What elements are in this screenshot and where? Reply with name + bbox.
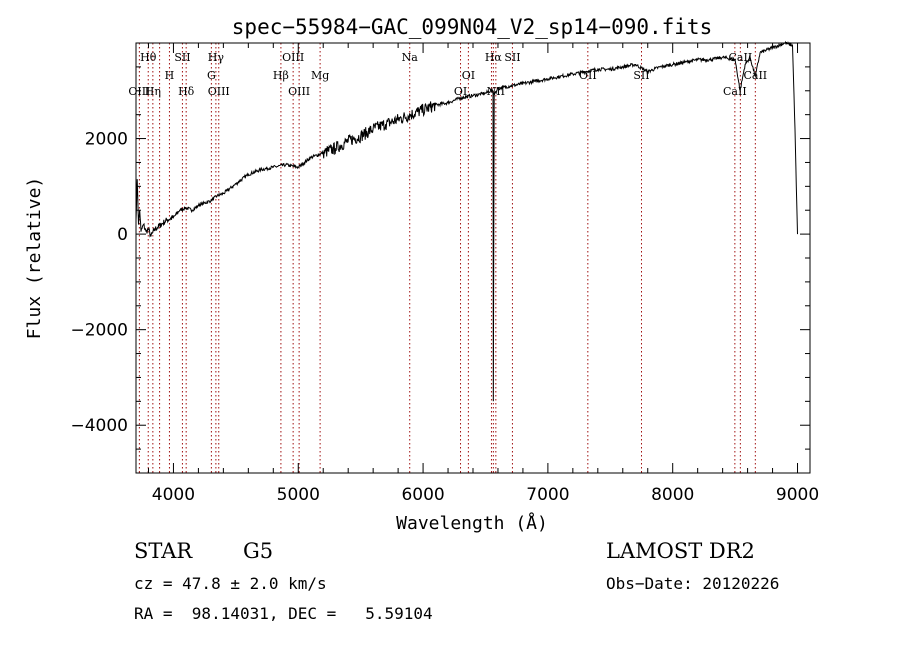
marker-label-14: OI <box>462 69 475 82</box>
x-tick-label-9000: 9000 <box>776 485 819 505</box>
marker-label-10: Hβ <box>273 69 289 82</box>
marker-label-21: CaII <box>729 51 753 64</box>
marker-label-12: Mg <box>311 69 329 82</box>
marker-label-4: SII <box>174 51 190 64</box>
observation-date: Obs−Date: 20120226 <box>606 574 780 593</box>
redshift-velocity: cz = 47.8 ± 2.0 km/s <box>134 574 327 593</box>
marker-label-7: G <box>207 69 216 82</box>
y-tick-label--4000: −4000 <box>70 416 128 436</box>
y-tick-label-2000: 2000 <box>85 130 128 150</box>
marker-label-8: OIII <box>208 85 230 98</box>
marker-label-16: Hα <box>485 51 503 64</box>
y-tick-label-0: 0 <box>117 225 128 245</box>
marker-label-5: Hδ <box>178 85 195 98</box>
chart-title: spec−55984−GAC_099N04_V2_sp14−090.fits <box>232 15 712 39</box>
emission-line-labels: HθOIIIHηHSIIHδHγGOIIIOIIIHβOIIIMgNaOIOIH… <box>128 51 767 98</box>
x-axis-label: Wavelength (Å) <box>396 512 548 534</box>
marker-label-3: H <box>165 69 175 82</box>
x-tick-label-4000: 4000 <box>152 485 195 505</box>
object-subclass: G5 <box>243 539 274 563</box>
marker-label-9: OIII <box>282 51 304 64</box>
marker-label-2: Hη <box>145 85 161 98</box>
marker-label-15: OI <box>454 85 467 98</box>
marker-label-22: CaII <box>723 85 747 98</box>
emission-line-markers <box>138 43 756 473</box>
coordinates: RA = 98.14031, DEC = 5.59104 <box>134 604 433 623</box>
y-tick-label--2000: −2000 <box>70 321 128 341</box>
survey-label: LAMOST DR2 <box>606 539 755 563</box>
y-tick-labels: −4000 −2000 0 2000 <box>70 130 128 437</box>
x-tick-labels: 4000 5000 6000 7000 8000 9000 <box>152 485 819 505</box>
marker-label-20: SII <box>633 69 649 82</box>
x-tick-label-8000: 8000 <box>651 485 694 505</box>
marker-label-0: Hθ <box>140 51 157 64</box>
x-tick-label-6000: 6000 <box>401 485 444 505</box>
y-axis-label: Flux (relative) <box>24 177 45 340</box>
marker-label-17: SII <box>504 51 520 64</box>
plot-frame <box>135 42 811 474</box>
marker-label-1: OIII <box>128 85 150 98</box>
x-tick-label-5000: 5000 <box>277 485 320 505</box>
spectrum-line <box>135 40 798 402</box>
axis-ticks <box>136 42 810 474</box>
object-class: STAR <box>134 539 193 563</box>
marker-label-11: OIII <box>288 85 310 98</box>
marker-label-6: Hγ <box>208 51 225 64</box>
marker-label-13: Na <box>402 51 419 64</box>
x-tick-label-7000: 7000 <box>526 485 569 505</box>
